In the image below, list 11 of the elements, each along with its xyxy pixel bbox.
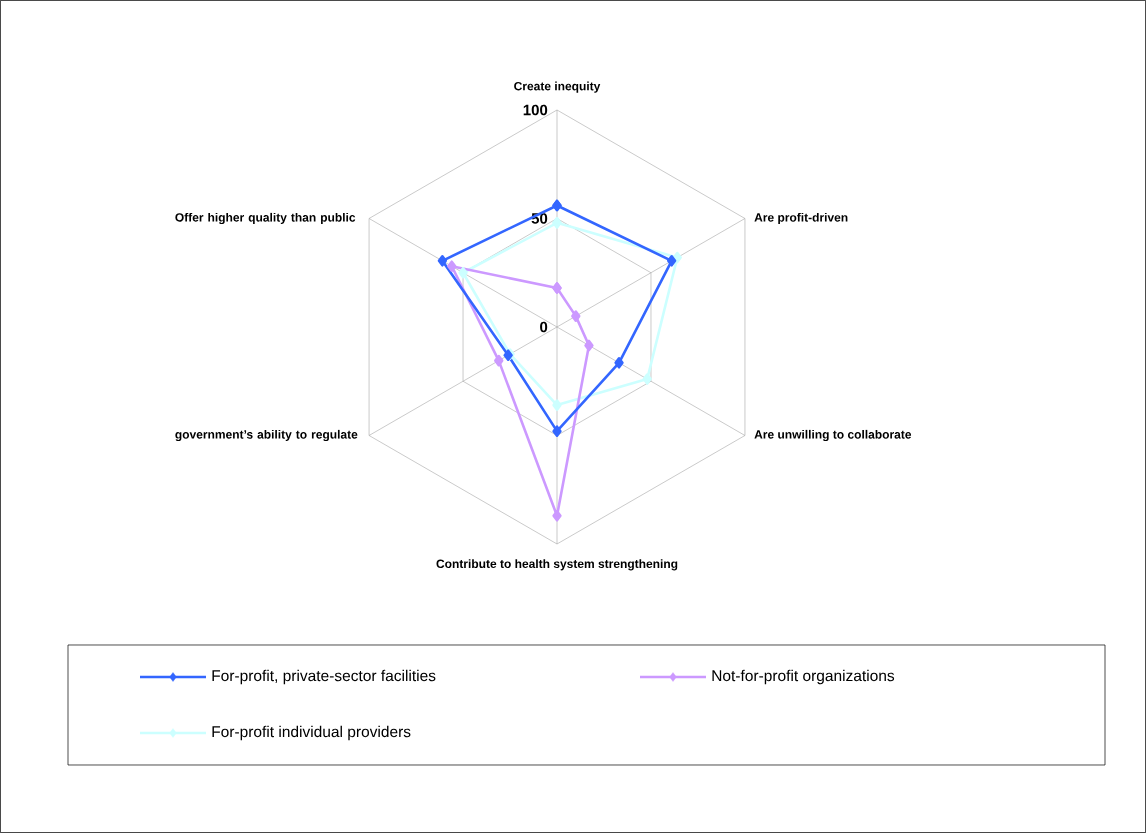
spoke-label: Are profit-driven — [754, 212, 848, 225]
spoke-label: Offer higher quality than public — [175, 212, 356, 225]
y-tick-label: 0 — [540, 321, 548, 333]
spoke-label: Contribute to health system strengthening — [436, 559, 678, 571]
legend-label: For-profit individual providers — [212, 725, 411, 741]
legend-label: For-profit, private-sector facilities — [212, 669, 436, 685]
spoke-label: government’s ability to regulate — [175, 429, 358, 442]
spoke-label: Are unwilling to collaborate — [754, 429, 912, 442]
y-tick-label: 100 — [523, 104, 548, 116]
spoke-label: Create inequity — [514, 81, 601, 93]
legend-label: Not-for-profit organizations — [712, 669, 895, 685]
